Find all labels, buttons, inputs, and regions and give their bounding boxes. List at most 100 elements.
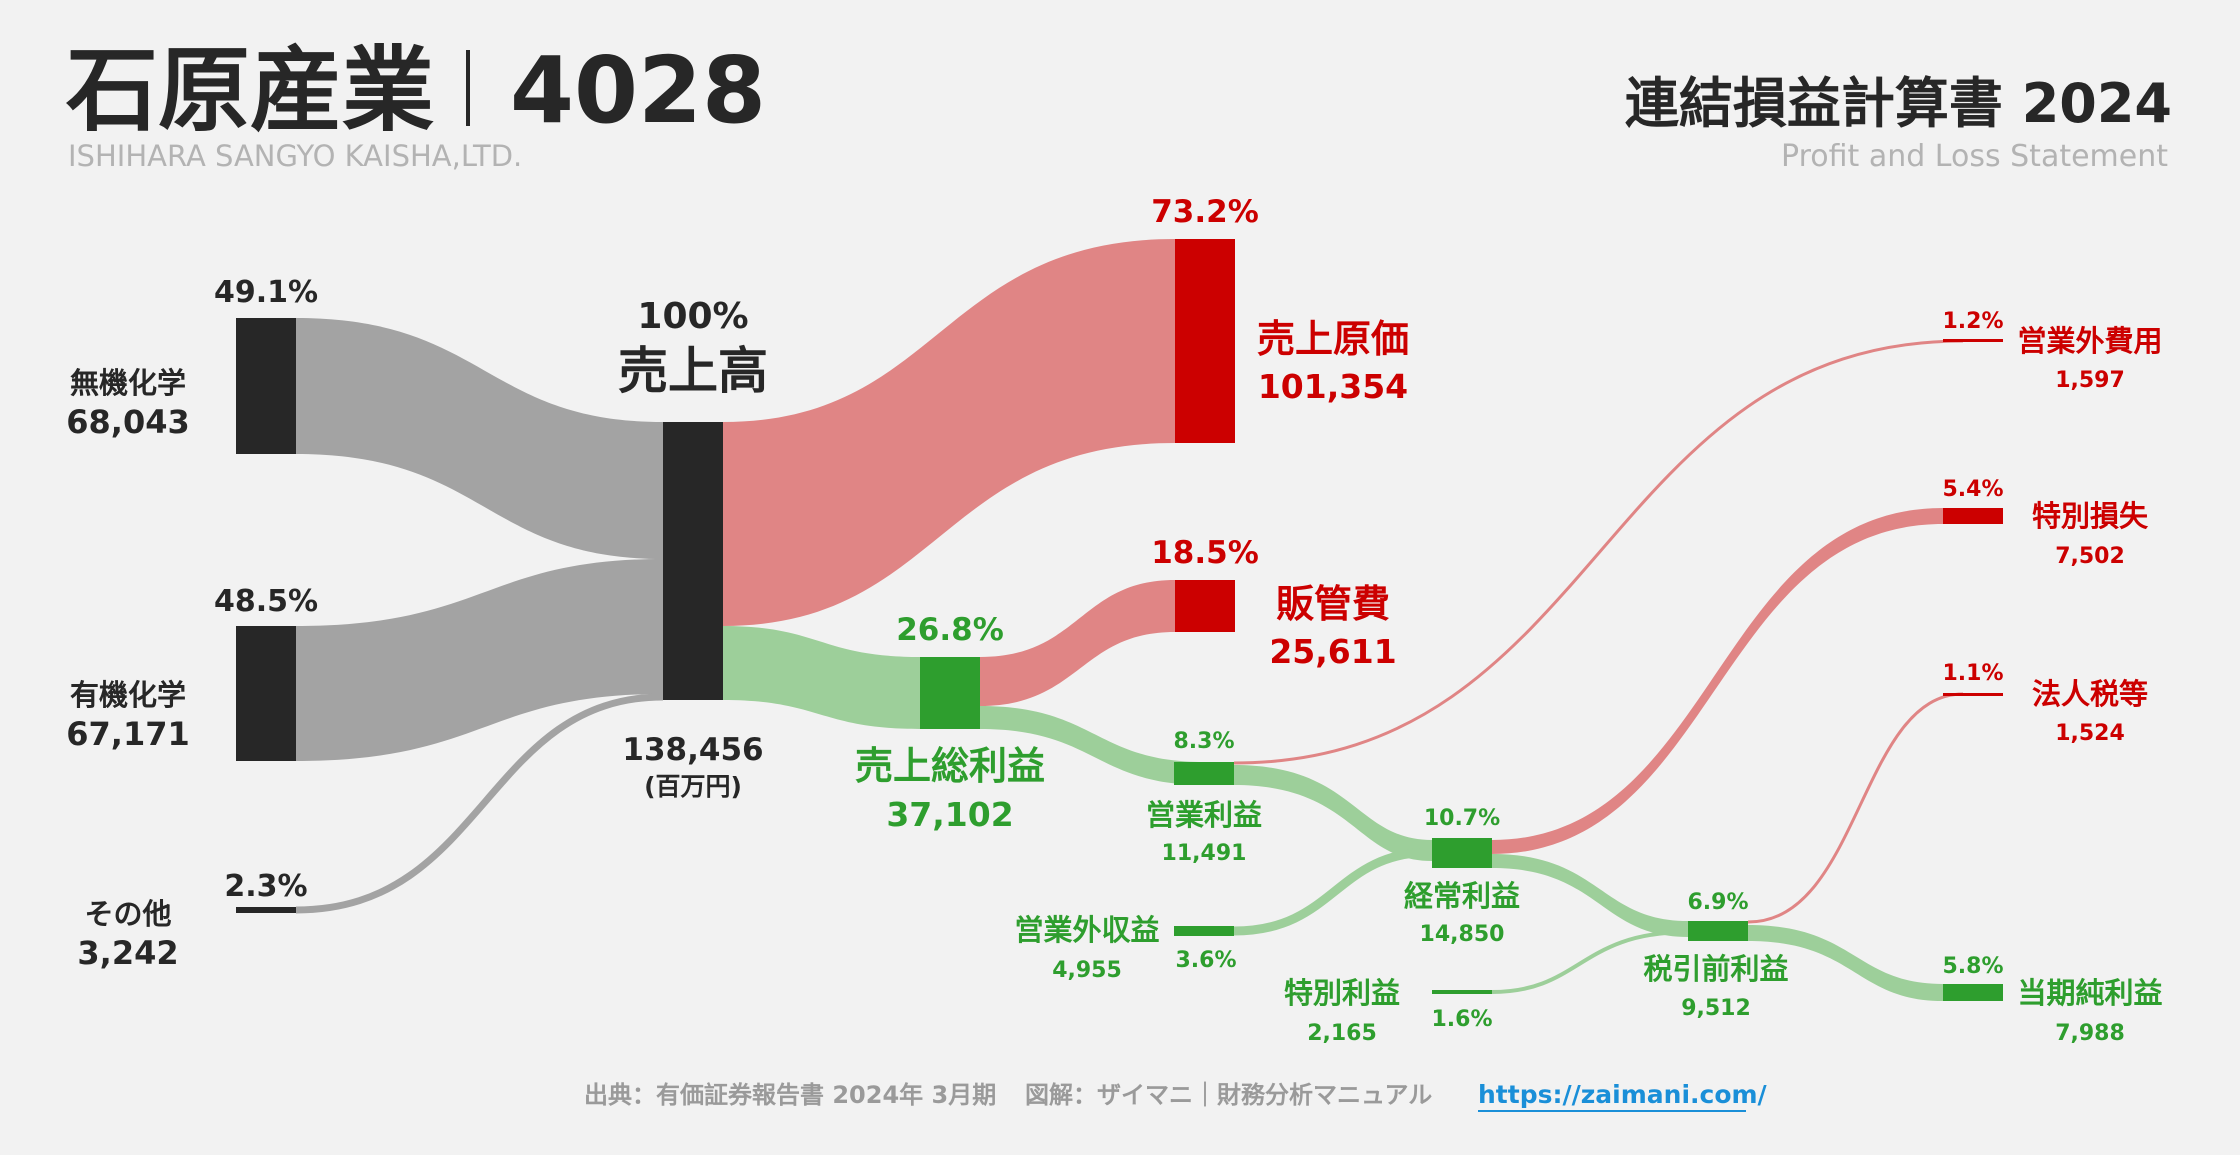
footer-url[interactable]: https://zaimani.com/ (1478, 1080, 1768, 1109)
node-bar-organic (236, 626, 296, 761)
flow-organic-to-revenue (296, 559, 663, 761)
inorganic-label: 無機化学 (70, 366, 186, 400)
flow-non-op-income-to-ordinary-profit (1233, 847, 1433, 936)
node-bar-inorganic (236, 318, 296, 454)
net-income-value: 7,988 (2055, 1021, 2125, 1046)
sga-pct: 18.5% (1151, 535, 1259, 571)
other-label: その他 (84, 897, 171, 931)
node-bar-pretax-profit (1688, 921, 1748, 941)
inorganic-pct: 49.1% (214, 275, 318, 310)
extraordinary-loss-value: 7,502 (2055, 544, 2125, 569)
revenue-unit: (百万円) (644, 772, 742, 801)
flow-other-to-revenue (295, 693, 664, 914)
node-bar-extraordinary-gain (1432, 990, 1492, 994)
title-divider (466, 50, 470, 126)
labels-sources: 49.1% 無機化学 68,043 48.5% 有機化学 67,171 2.3%… (66, 275, 318, 972)
other-pct: 2.3% (224, 869, 307, 904)
node-bar-other (236, 907, 296, 913)
node-bar-gross-profit (920, 657, 980, 729)
node-bar-net-income (1943, 984, 2003, 1001)
cogs-value: 101,354 (1258, 367, 1408, 406)
node-bar-operating-profit (1174, 762, 1234, 785)
operating-profit-pct: 8.3% (1173, 729, 1234, 754)
flow-ordinary-to-pretax-profit (1492, 854, 1688, 937)
cogs-pct: 73.2% (1151, 194, 1259, 230)
flow-revenue-to-cogs (723, 239, 1175, 626)
income-tax-pct: 1.1% (1942, 661, 2003, 686)
extraordinary-gain-pct: 1.6% (1431, 1007, 1492, 1032)
sga-label: 販管費 (1276, 582, 1390, 626)
labels-costs: 73.2% 売上原価 101,354 18.5% 販管費 25,611 (1151, 194, 1409, 671)
ordinary-profit-pct: 10.7% (1424, 806, 1500, 831)
node-bar-income-tax (1943, 693, 2003, 696)
gross-profit-value: 37,102 (886, 795, 1013, 834)
node-bar-non-op-income (1174, 926, 1234, 936)
extraordinary-loss-pct: 5.4% (1942, 477, 2003, 502)
operating-profit-value: 11,491 (1162, 841, 1247, 866)
node-bar-revenue (663, 422, 723, 700)
cogs-label: 売上原価 (1257, 317, 1409, 361)
extraordinary-gain-value: 2,165 (1307, 1021, 1377, 1046)
non-op-income-pct: 3.6% (1175, 948, 1236, 973)
organic-pct: 48.5% (214, 584, 318, 619)
footer-credit: 図解：ザイマニ｜財務分析マニュアル (1025, 1081, 1432, 1109)
flows (295, 239, 1964, 1001)
ticker-code: 4028 (510, 37, 766, 144)
pretax-profit-label: 税引前利益 (1643, 952, 1788, 986)
node-bar-extraordinary-loss (1943, 508, 2003, 524)
flow-revenue-to-gross-profit (723, 626, 920, 729)
footer-url-link[interactable]: https://zaimani.com/ (1478, 1080, 1768, 1112)
flow-gross-profit-to-sga (980, 580, 1175, 706)
net-income-pct: 5.8% (1942, 954, 2003, 979)
flow-pretax-to-income-tax (1747, 692, 1964, 924)
organic-value: 67,171 (66, 715, 189, 753)
node-bar-ordinary-profit (1432, 838, 1492, 868)
income-tax-value: 1,524 (2055, 721, 2125, 746)
ordinary-profit-label: 経常利益 (1404, 879, 1520, 913)
organic-label: 有機化学 (70, 678, 186, 712)
extraordinary-gain-label: 特別利益 (1284, 976, 1400, 1010)
footer-url-underline (1478, 1110, 1746, 1112)
gross-profit-pct: 26.8% (896, 612, 1004, 648)
nodes (236, 239, 2003, 1001)
pretax-profit-pct: 6.9% (1687, 890, 1748, 915)
flow-operating-to-ordinary-profit (1234, 765, 1432, 861)
flow-inorganic-to-revenue (296, 318, 663, 559)
revenue-pct: 100% (637, 296, 748, 337)
labels-right-expenses: 1.2% 営業外費用 1,597 5.4% 特別損失 7,502 1.1% 法人… (1942, 309, 2162, 746)
flow-pretax-to-net-income (1748, 925, 1943, 1001)
company-name: 石原産業 (66, 37, 434, 144)
statement-title: 連結損益計算書 2024 (1625, 72, 2172, 135)
footer-source: 出典：有価証券報告書 2024年 3月期 (584, 1081, 996, 1109)
node-bar-sga (1175, 580, 1235, 632)
revenue-label: 売上高 (618, 342, 768, 400)
operating-profit-label: 営業利益 (1146, 798, 1262, 832)
footer: 出典：有価証券報告書 2024年 3月期 図解：ザイマニ｜財務分析マニュアル h… (584, 1080, 1768, 1112)
labels-profits: 26.8% 売上総利益 37,102 8.3% 営業利益 11,491 営業外収… (855, 612, 2163, 1046)
flow-gross-profit-to-operating-profit (980, 706, 1204, 785)
other-value: 3,242 (77, 934, 178, 972)
labels-revenue: 100% 売上高 138,456 (百万円) (618, 296, 768, 801)
extraordinary-loss-label: 特別損失 (2032, 499, 2149, 533)
non-op-expense-label: 営業外費用 (2017, 324, 2162, 358)
company-name-en: ISHIHARA SANGYO KAISHA,LTD. (68, 139, 522, 173)
statement-title-en: Profit and Loss Statement (1781, 139, 2168, 174)
non-op-income-value: 4,955 (1052, 958, 1122, 983)
gross-profit-label: 売上総利益 (855, 744, 1045, 788)
non-op-expense-pct: 1.2% (1942, 309, 2003, 334)
flow-operating-to-non-op-expense (1233, 339, 1964, 765)
revenue-value: 138,456 (622, 732, 763, 768)
non-op-income-label: 営業外収益 (1014, 913, 1159, 947)
flow-extraordinary-gain-to-pretax (1491, 930, 1689, 994)
ordinary-profit-value: 14,850 (1420, 922, 1505, 947)
node-bar-non-op-expense (1943, 339, 2003, 342)
non-op-expense-value: 1,597 (2055, 368, 2125, 393)
sga-value: 25,611 (1269, 632, 1396, 671)
node-bar-cogs (1175, 239, 1235, 443)
inorganic-value: 68,043 (66, 403, 189, 441)
income-tax-label: 法人税等 (2032, 677, 2148, 711)
net-income-label: 当期純利益 (2017, 976, 2162, 1010)
flow-ordinary-to-extraordinary-loss (1492, 508, 1943, 854)
pretax-profit-value: 9,512 (1681, 996, 1751, 1021)
